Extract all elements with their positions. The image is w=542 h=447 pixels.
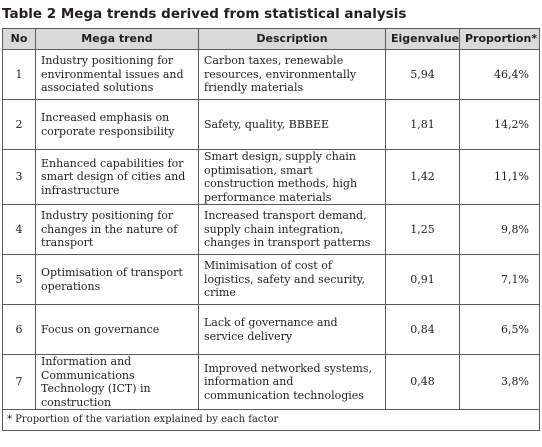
cell-mega-trend: Industry positioning for changes in the … [35, 204, 199, 255]
cell-mega-trend: Optimisation of transport operations [35, 254, 199, 305]
cell-eigenvalue: 1,25 [385, 204, 460, 255]
table-row: 6 Focus on governance Lack of governance… [2, 304, 540, 355]
header-no: No [2, 28, 36, 50]
cell-eigenvalue: 0,48 [385, 354, 460, 410]
cell-no: 2 [2, 99, 36, 150]
cell-eigenvalue: 5,94 [385, 49, 460, 100]
cell-no: 1 [2, 49, 36, 100]
table-row: 1 Industry positioning for environmental… [2, 49, 540, 100]
cell-no: 3 [2, 149, 36, 205]
cell-eigenvalue: 1,81 [385, 99, 460, 150]
cell-description: Increased transport demand, supply chain… [198, 204, 386, 255]
cell-proportion: 9,8% [459, 204, 540, 255]
cell-proportion: 11,1% [459, 149, 540, 205]
table-footnote-row: * Proportion of the variation explained … [2, 409, 540, 431]
table-caption: Table 2 Mega trends derived from statist… [2, 1, 406, 27]
cell-description: Smart design, supply chain optimisation,… [198, 149, 386, 205]
table-row: 2 Increased emphasis on corporate respon… [2, 99, 540, 150]
table-title: Mega trends derived from statistical ana… [60, 6, 407, 22]
cell-proportion: 14,2% [459, 99, 540, 150]
cell-mega-trend: Increased emphasis on corporate responsi… [35, 99, 199, 150]
cell-no: 7 [2, 354, 36, 410]
cell-description: Improved networked systems, information … [198, 354, 386, 410]
cell-eigenvalue: 0,84 [385, 304, 460, 355]
header-mega-trend: Mega trend [35, 28, 199, 50]
cell-mega-trend: Industry positioning for environmental i… [35, 49, 199, 100]
cell-description: Safety, quality, BBBEE [198, 99, 386, 150]
header-description: Description [198, 28, 386, 50]
table-row: 4 Industry positioning for changes in th… [2, 204, 540, 255]
table-row: 7 Information and Communications Technol… [2, 354, 540, 410]
table-label: Table 2 [2, 6, 57, 22]
cell-no: 5 [2, 254, 36, 305]
cell-no: 6 [2, 304, 36, 355]
cell-description: Lack of governance and service delivery [198, 304, 386, 355]
cell-proportion: 3,8% [459, 354, 540, 410]
table-row: 3 Enhanced capabilities for smart design… [2, 149, 540, 205]
cell-proportion: 6,5% [459, 304, 540, 355]
cell-no: 4 [2, 204, 36, 255]
header-proportion: Proportion* [459, 28, 540, 50]
cell-mega-trend: Information and Communications Technolog… [35, 354, 199, 410]
table-header-row: No Mega trend Description Eigenvalue Pro… [2, 28, 540, 50]
cell-mega-trend: Enhanced capabilities for smart design o… [35, 149, 199, 205]
cell-eigenvalue: 0,91 [385, 254, 460, 305]
cell-eigenvalue: 1,42 [385, 149, 460, 205]
table-footnote: * Proportion of the variation explained … [2, 409, 540, 431]
mega-trends-table: No Mega trend Description Eigenvalue Pro… [2, 28, 540, 431]
cell-proportion: 46,4% [459, 49, 540, 100]
cell-proportion: 7,1% [459, 254, 540, 305]
cell-description: Minimisation of cost of logistics, safet… [198, 254, 386, 305]
cell-description: Carbon taxes, renewable resources, envir… [198, 49, 386, 100]
cell-mega-trend: Focus on governance [35, 304, 199, 355]
header-eigenvalue: Eigenvalue [385, 28, 460, 50]
table-row: 5 Optimisation of transport operations M… [2, 254, 540, 305]
